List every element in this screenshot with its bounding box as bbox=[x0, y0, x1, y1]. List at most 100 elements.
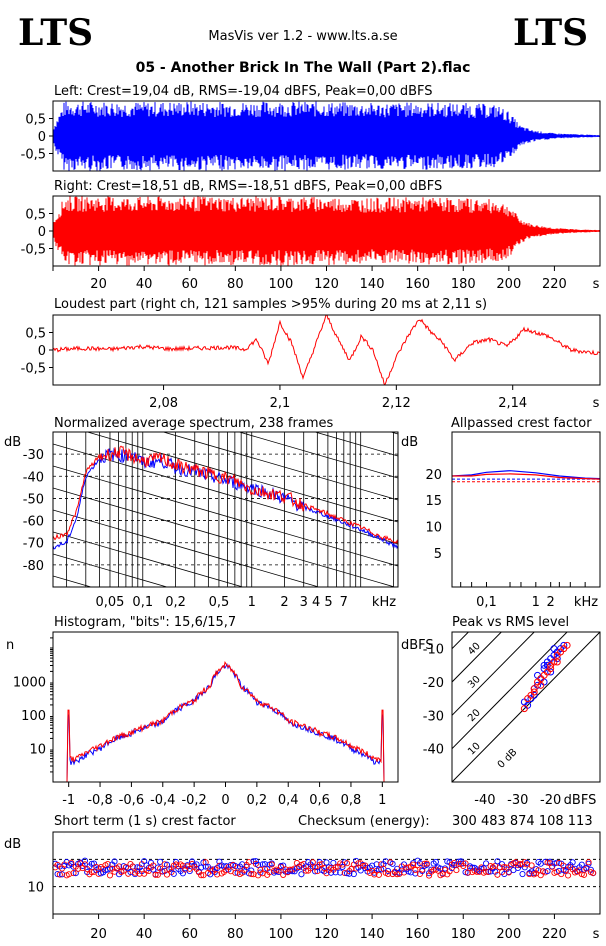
shortcrest-point-right bbox=[565, 872, 572, 879]
shortcrest-point-right bbox=[364, 864, 371, 872]
histogram-xtick-label: -0,6 bbox=[119, 793, 144, 808]
spectrum-xtick-label: 0,5 bbox=[209, 595, 230, 610]
shortcrest-point-left bbox=[384, 867, 392, 874]
loudest-xtick-label: 2,08 bbox=[149, 396, 178, 411]
file-title: 05 - Another Brick In The Wall (Part 2).… bbox=[136, 60, 471, 76]
app-title: MasVis ver 1.2 - www.lts.a.se bbox=[208, 29, 397, 44]
peakrms-point-left bbox=[530, 691, 538, 699]
spectrum-xtick-label: kHz bbox=[372, 595, 396, 610]
shortcrest-point-right bbox=[314, 868, 321, 875]
shortcrest-point-left bbox=[259, 861, 266, 868]
shortcrest-point-right bbox=[316, 861, 323, 868]
loudest-title: Loudest part (right ch, 121 samples >95%… bbox=[54, 297, 487, 312]
shortcrest-point-left bbox=[389, 860, 396, 867]
peakrms-xtick-label: -30 bbox=[507, 793, 528, 808]
spectrum-slope-line bbox=[53, 531, 245, 587]
right-xtick-label: 120 bbox=[314, 277, 339, 292]
loudest-xtick-label: 2,1 bbox=[270, 396, 291, 411]
spectrum-xtick-label: 0,2 bbox=[165, 595, 186, 610]
peakrms-point-right bbox=[520, 705, 528, 713]
spectrum-line-left bbox=[53, 447, 398, 550]
right-xtick-label: 180 bbox=[451, 277, 476, 292]
allpassed-frame bbox=[451, 431, 601, 588]
shortcrest-xtick-label: 180 bbox=[451, 927, 476, 942]
shortcrest-point-right bbox=[482, 868, 490, 875]
shortcrest-point-right bbox=[163, 871, 171, 878]
checksum-value: 300 483 874 108 113 bbox=[452, 814, 593, 829]
right-xtick-label: 160 bbox=[405, 277, 430, 292]
loudest-frame bbox=[52, 314, 601, 386]
spectrum-slope-line bbox=[237, 432, 398, 479]
right-frame bbox=[52, 195, 601, 267]
spectrum-xtick-label: 1 bbox=[248, 595, 256, 610]
right-xtick-label: 220 bbox=[542, 277, 567, 292]
histogram-xtick-label: -0,4 bbox=[150, 793, 175, 808]
peakrms-point-right bbox=[530, 685, 538, 693]
peakrms-diagonal-label: 0 dB bbox=[496, 747, 520, 771]
spectrum-xtick-label: 2 bbox=[280, 595, 288, 610]
spectrum-ytick-label: -70 bbox=[23, 537, 44, 552]
allpassed-ytick-label: 5 bbox=[434, 547, 442, 562]
shortcrest-point-right bbox=[261, 866, 269, 873]
shortcrest-point-left bbox=[460, 860, 467, 867]
shortcrest-point-left bbox=[323, 859, 330, 866]
shortcrest-frame bbox=[52, 831, 601, 915]
shortcrest-point-right bbox=[245, 859, 253, 866]
shortcrest-point-right bbox=[412, 866, 419, 874]
shortcrest-point-right bbox=[56, 871, 63, 878]
right-plot: 0,5 0 -0,5 20 40 60 80 100 120 140 160 180 200 220 s bbox=[21, 196, 600, 292]
shortcrest-point-left bbox=[134, 864, 141, 871]
shortcrest-point-right bbox=[343, 860, 351, 867]
shortcrest-point-right bbox=[116, 863, 123, 870]
spectrum-frame bbox=[52, 431, 399, 588]
allpassed-ylabel: dB bbox=[401, 435, 418, 450]
allpassed-xtick-label: 0,1 bbox=[476, 595, 497, 610]
peakrms-ytick-label: -30 bbox=[423, 709, 444, 724]
right-xtick-label: 200 bbox=[496, 277, 521, 292]
shortcrest-point-right bbox=[423, 860, 430, 867]
shortcrest-point-left bbox=[157, 858, 164, 865]
shortcrest-point-left bbox=[350, 871, 357, 878]
histogram-xtick-label: -0,2 bbox=[181, 793, 206, 808]
shortcrest-point-left bbox=[59, 871, 66, 878]
histogram-xtick-label: 0,8 bbox=[341, 793, 362, 808]
shortcrest-point-right bbox=[154, 871, 161, 878]
shortcrest-xtick-label: 160 bbox=[405, 927, 430, 942]
peakrms-ytick-label: -40 bbox=[423, 743, 444, 758]
histogram-ytick-label: 100 bbox=[21, 709, 46, 724]
peakrms-ytick-label: -20 bbox=[423, 676, 444, 691]
histogram-xtick-label: 0,4 bbox=[278, 793, 299, 808]
right-xtick-label: 100 bbox=[269, 277, 294, 292]
spectrum-slope-line bbox=[53, 598, 398, 698]
shortcrest-point-right bbox=[528, 862, 535, 869]
right-xtick-label: 60 bbox=[181, 277, 198, 292]
loudest-line bbox=[52, 314, 601, 386]
spectrum-slope-line bbox=[313, 432, 398, 457]
peakrms-point-right bbox=[540, 671, 548, 679]
shortcrest-point-right bbox=[580, 871, 588, 878]
shortcrest-point-left bbox=[553, 859, 560, 866]
spectrum-line-right bbox=[53, 445, 398, 545]
right-xunit: s bbox=[593, 277, 600, 292]
shortcrest-point-left bbox=[578, 861, 585, 868]
shortcrest-point-left bbox=[494, 858, 501, 865]
peakrms-diagonal-label: 40 bbox=[466, 641, 483, 658]
left-plot: 0,5 0 -0,5 bbox=[21, 101, 600, 171]
spectrum-slopes bbox=[53, 312, 398, 698]
peakrms-ylabel: dBFS bbox=[401, 638, 434, 653]
shortcrest-xtick-label: 220 bbox=[542, 927, 567, 942]
spectrum-ytick-label: -80 bbox=[23, 559, 44, 574]
peakrms-frame bbox=[451, 631, 601, 783]
shortcrest-point-left bbox=[170, 870, 177, 877]
shortcrest-point-right bbox=[462, 860, 469, 867]
peakrms-point-left bbox=[560, 641, 568, 649]
peakrms-xtick-label: -20 bbox=[540, 793, 561, 808]
histogram-xtick-label: 0,2 bbox=[247, 793, 268, 808]
shortcrest-point-right bbox=[106, 872, 114, 879]
allpassed-ytick-label: 20 bbox=[425, 468, 442, 483]
loudest-plot: 0,5 0 -0,5 2,08 2,1 2,12 2,14 s bbox=[21, 314, 601, 411]
spectrum-title: Normalized average spectrum, 238 frames bbox=[54, 416, 333, 431]
spectrum-slope-line bbox=[53, 312, 398, 412]
right-xtick-label: 20 bbox=[90, 277, 107, 292]
